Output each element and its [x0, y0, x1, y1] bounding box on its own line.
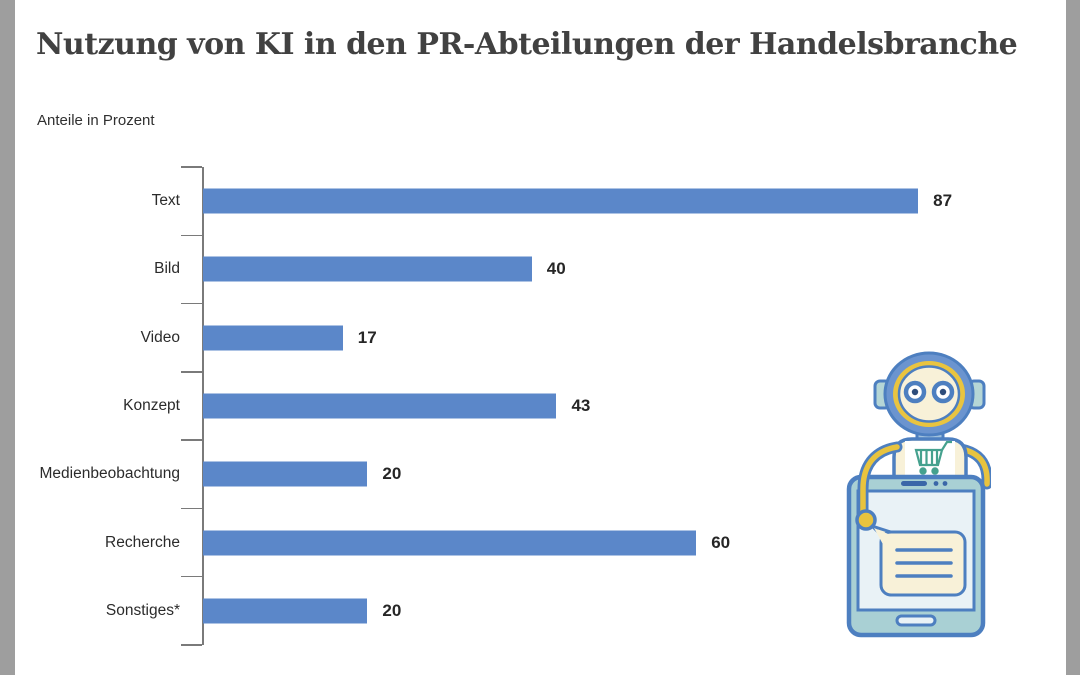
chart-subtitle: Anteile in Prozent: [37, 112, 155, 129]
value-label: 43: [571, 395, 591, 415]
value-label: 60: [711, 532, 731, 552]
axis-tick: [181, 234, 202, 237]
tablet-speaker: [901, 481, 927, 486]
tablet-camera-dot: [933, 481, 939, 486]
chart-row: Bild 40: [36, 235, 1046, 303]
chart-row: Sonstiges* 20: [36, 577, 1046, 645]
robot-hand: [855, 509, 877, 531]
shopping-cart-icon: [914, 440, 952, 475]
axis-tick: [181, 439, 202, 441]
chart-row: Video 17: [36, 304, 1046, 372]
robot-body: [892, 437, 968, 481]
speech-bubble-icon: [870, 524, 967, 597]
chart-row: Medienbeobachtung 20: [36, 440, 1046, 508]
value-label: 40: [546, 259, 566, 279]
right-border-strip: [1066, 0, 1080, 675]
chart-row: Text 87: [36, 167, 1046, 235]
axis-tick: [181, 371, 202, 373]
robot-tablet-illustration: [846, 351, 991, 638]
page-title: Nutzung von KI in den PR-Abteilungen der…: [36, 27, 1018, 62]
tablet-home-button: [895, 614, 937, 627]
bar: [203, 530, 697, 556]
axis-tick: [181, 302, 202, 305]
bar: [203, 188, 919, 214]
chart-row: Recherche 60: [36, 508, 1046, 576]
category-label: Text: [151, 192, 180, 210]
category-label: Konzept: [123, 396, 180, 414]
category-label: Medienbeobachtung: [39, 465, 180, 483]
bar: [203, 598, 368, 624]
y-axis-line: [202, 167, 204, 645]
category-label: Recherche: [105, 533, 180, 551]
robot-head: [873, 351, 986, 445]
value-label: 87: [933, 191, 953, 211]
category-label: Sonstiges*: [105, 601, 180, 619]
tablet-camera-dot: [942, 481, 948, 486]
category-label: Video: [140, 328, 180, 346]
bar: [203, 461, 368, 487]
bar: [203, 256, 532, 282]
robot-eyes: [903, 380, 955, 404]
bar: [203, 393, 557, 419]
robot-left-arm: [855, 441, 903, 531]
axis-tick: [181, 575, 202, 578]
value-label: 17: [357, 327, 377, 347]
axis-tick: [181, 507, 202, 510]
left-border-strip: [0, 0, 15, 675]
value-label: 20: [382, 464, 402, 484]
bar: [203, 325, 343, 351]
chart-row: Konzept 43: [36, 372, 1046, 440]
axis-tick: [181, 166, 202, 168]
bar-chart: Text 87 Bild 40 Video 17 Konzept 43 Medienbeobac…: [36, 166, 1046, 646]
value-label: 20: [382, 600, 402, 620]
axis-tick: [181, 644, 202, 646]
category-label: Bild: [154, 260, 180, 278]
